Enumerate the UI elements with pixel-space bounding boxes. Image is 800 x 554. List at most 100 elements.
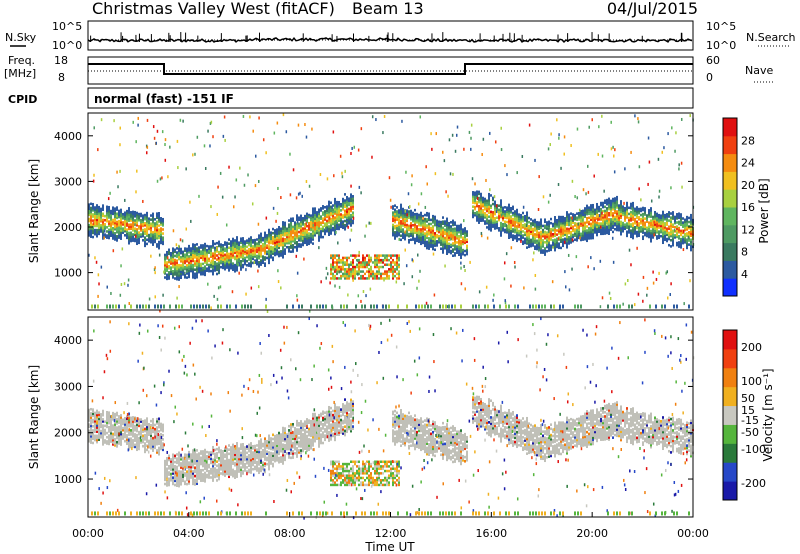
power-cell <box>340 258 342 262</box>
power-cell <box>314 213 316 217</box>
power-cell <box>328 208 330 212</box>
power-cell <box>114 209 116 213</box>
power-speckle <box>181 304 183 309</box>
power-cell <box>350 218 352 221</box>
velocity-cell <box>94 422 96 425</box>
power-cell <box>212 272 214 276</box>
power-speckle <box>463 264 465 268</box>
power-cell <box>354 277 356 280</box>
power-cell <box>682 225 684 228</box>
power-cell <box>610 218 612 221</box>
power-cell <box>318 222 320 226</box>
power-cell <box>258 254 260 258</box>
power-cell <box>100 207 102 211</box>
power-cell <box>336 213 338 216</box>
power-speckle <box>480 231 483 235</box>
power-cell <box>392 219 394 223</box>
power-cell <box>354 272 356 276</box>
power-cell <box>348 207 350 211</box>
power-cell <box>348 256 350 260</box>
power-cell <box>490 216 492 220</box>
power-cell <box>396 265 398 269</box>
power-cell <box>134 239 136 243</box>
power-cell <box>334 201 336 205</box>
power-cell <box>662 214 664 218</box>
power-cell <box>632 236 634 240</box>
power-cell <box>446 248 448 251</box>
power-speckle <box>628 304 630 309</box>
power-cell <box>500 228 502 231</box>
power-cell <box>310 214 312 217</box>
power-cell <box>580 214 582 217</box>
power-cell <box>596 211 598 214</box>
velocity-cell <box>142 434 144 438</box>
power-cell <box>494 216 496 220</box>
power-cell <box>326 229 328 233</box>
power-cell <box>454 243 456 247</box>
power-cell <box>606 225 608 229</box>
power-cell <box>672 239 674 243</box>
power-cell <box>294 229 296 233</box>
power-cell <box>446 252 448 255</box>
power-cell <box>560 230 562 233</box>
power-cell <box>412 213 414 217</box>
power-cell <box>500 207 502 211</box>
power-cell <box>594 227 596 230</box>
power-cell <box>220 243 222 246</box>
power-cell <box>118 211 120 215</box>
power-cell <box>682 241 684 245</box>
power-cell <box>282 229 284 232</box>
power-cell <box>430 228 432 232</box>
power-speckle <box>541 304 543 309</box>
power-cell <box>360 274 362 278</box>
power-cell <box>154 238 156 242</box>
power-speckle <box>266 309 269 313</box>
power-cell <box>222 264 224 268</box>
power-cell <box>268 228 270 232</box>
power-cell <box>326 211 328 215</box>
power-speckle <box>156 220 159 224</box>
power-cell <box>332 216 334 220</box>
power-cell <box>514 224 516 228</box>
power-speckle <box>464 287 466 291</box>
power-cell <box>234 255 236 259</box>
power-speckle <box>235 178 238 182</box>
power-cell <box>160 235 162 239</box>
power-cell <box>370 274 372 278</box>
power-cell <box>624 227 626 231</box>
power-cell <box>548 224 550 228</box>
power-cell <box>476 217 478 220</box>
power-cell <box>242 249 244 252</box>
velocity-cell <box>138 443 140 446</box>
power-cell <box>436 219 438 223</box>
power-cell <box>162 217 164 221</box>
power-cell <box>588 220 590 224</box>
power-speckle <box>628 248 631 252</box>
power-cell <box>654 210 656 214</box>
power-cell <box>426 226 428 229</box>
power-cell <box>434 221 436 225</box>
power-cell <box>374 261 376 264</box>
power-cell <box>398 256 400 260</box>
power-cell <box>590 212 592 215</box>
power-cell <box>338 219 340 222</box>
power-cell <box>620 214 622 218</box>
power-cell <box>282 225 284 228</box>
power-cell <box>544 220 546 224</box>
power-cell <box>188 267 190 270</box>
power-cell <box>436 240 438 243</box>
power-cell <box>608 199 610 203</box>
power-cell <box>146 228 148 231</box>
power-speckle <box>119 126 121 130</box>
velocity-cell <box>98 427 100 431</box>
power-cell <box>488 192 490 196</box>
power-speckle <box>427 304 429 309</box>
power-cell <box>488 223 490 227</box>
power-cell <box>210 253 212 256</box>
power-cell <box>372 274 374 278</box>
power-cell <box>282 237 284 241</box>
power-cell <box>538 233 540 237</box>
velocity-cell <box>130 433 132 436</box>
power-cell <box>570 239 572 242</box>
power-cell <box>352 263 354 266</box>
